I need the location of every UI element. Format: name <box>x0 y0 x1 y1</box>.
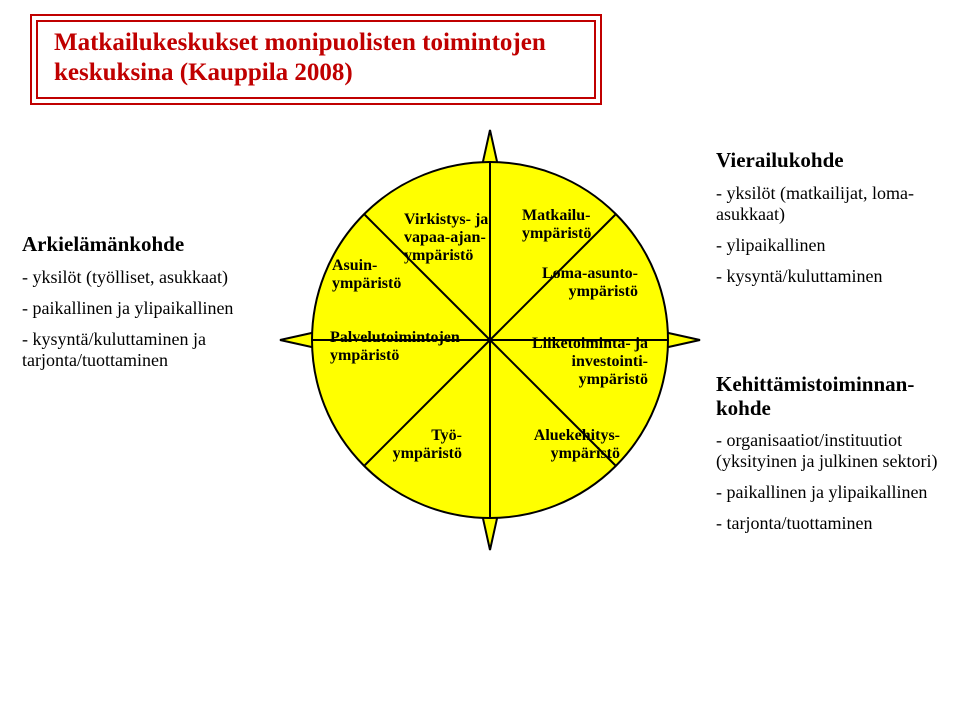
left-item: - yksilöt (työlliset, asukkaat) <box>22 267 242 288</box>
title-frame-outer: Matkailukeskukset monipuolisten toiminto… <box>30 14 602 105</box>
left-item: - paikallinen ja ylipaikallinen <box>22 298 242 319</box>
left-heading: Arkielämänkohde <box>22 232 242 257</box>
right-bot-heading: Kehittämistoiminnan- kohde <box>716 372 954 420</box>
pie-segment-label: Matkailu-ympäristö <box>522 207 591 242</box>
right-bot-item: - organisaatiot/instituutiot (yksityinen… <box>716 430 954 472</box>
right-top-item: - yksilöt (matkailijat, loma-asukkaat) <box>716 183 954 225</box>
slide-title: Matkailukeskukset monipuolisten toiminto… <box>54 29 546 86</box>
right-top-heading: Vierailukohde <box>716 148 954 173</box>
right-top-item: - kysyntä/kuluttaminen <box>716 266 954 287</box>
slide: Matkailukeskukset monipuolisten toiminto… <box>0 0 960 716</box>
right-bot-item: - paikallinen ja ylipaikallinen <box>716 482 954 503</box>
right-top-item: - ylipaikallinen <box>716 235 954 256</box>
right-bot-column: Kehittämistoiminnan- kohde - organisaati… <box>716 372 954 534</box>
pie-chart: Virkistys- javapaa-ajan-ympäristöMatkail… <box>258 128 722 552</box>
left-item: - kysyntä/kuluttaminen ja tarjonta/tuott… <box>22 329 242 371</box>
right-top-column: Vierailukohde - yksilöt (matkailijat, lo… <box>716 148 954 287</box>
title-frame-inner: Matkailukeskukset monipuolisten toiminto… <box>36 20 596 99</box>
right-bot-item: - tarjonta/tuottaminen <box>716 513 954 534</box>
left-column: Arkielämänkohde - yksilöt (työlliset, as… <box>22 232 242 371</box>
